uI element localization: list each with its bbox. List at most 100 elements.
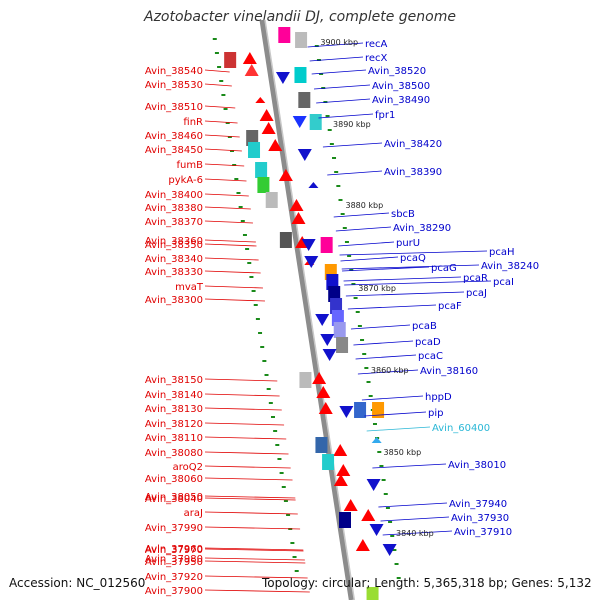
gene-feature[interactable] bbox=[259, 109, 274, 121]
gene-feature[interactable] bbox=[294, 67, 307, 83]
gene-feature[interactable] bbox=[318, 402, 333, 414]
gene-label-right[interactable]: purU bbox=[396, 238, 420, 249]
gene-label-left[interactable]: Avin_38110 bbox=[145, 433, 203, 444]
gene-feature[interactable] bbox=[289, 199, 304, 211]
gene-label-right[interactable]: Avin_38420 bbox=[384, 139, 442, 150]
gene-label-left[interactable]: Avin_38530 bbox=[145, 80, 203, 91]
gene-label-left[interactable]: Avin_38300 bbox=[145, 295, 203, 306]
gene-feature[interactable] bbox=[320, 334, 335, 346]
gene-label-left[interactable]: finR bbox=[183, 117, 203, 128]
gene-feature[interactable] bbox=[261, 122, 276, 134]
gene-label-right[interactable]: pcaQ bbox=[400, 253, 426, 264]
gene-feature[interactable] bbox=[382, 544, 397, 556]
gene-feature[interactable] bbox=[339, 406, 354, 418]
gene-label-right[interactable]: Avin_38390 bbox=[384, 167, 442, 178]
gene-label-left[interactable]: Avin_37960 bbox=[145, 544, 203, 555]
gene-label-left[interactable]: Avin_37990 bbox=[145, 523, 203, 534]
gene-feature[interactable] bbox=[333, 444, 348, 456]
gene-feature[interactable] bbox=[322, 349, 337, 361]
gene-label-right[interactable]: pcaR bbox=[463, 273, 488, 284]
gene-feature[interactable] bbox=[336, 464, 351, 476]
gene-label-left[interactable]: Avin_38380 bbox=[145, 203, 203, 214]
gene-label-right[interactable]: sbcB bbox=[391, 209, 415, 220]
gene-feature[interactable] bbox=[320, 237, 333, 253]
gene-label-right[interactable]: pcaH bbox=[489, 247, 515, 258]
gene-feature[interactable] bbox=[304, 256, 319, 268]
gene-label-left[interactable]: Avin_37900 bbox=[145, 586, 203, 597]
gene-feature[interactable] bbox=[333, 474, 348, 486]
gene-feature[interactable] bbox=[333, 322, 346, 338]
gene-label-right[interactable]: Avin_37910 bbox=[454, 527, 512, 538]
gene-label-right[interactable]: pcaJ bbox=[466, 288, 487, 299]
gene-feature[interactable] bbox=[369, 524, 384, 536]
gene-label-left[interactable]: Avin_37980 bbox=[145, 554, 203, 565]
gene-label-left[interactable]: Avin_38450 bbox=[145, 145, 203, 156]
gene-feature[interactable] bbox=[366, 479, 381, 491]
gene-label-right[interactable]: recA bbox=[365, 39, 388, 50]
gene-feature[interactable] bbox=[316, 386, 331, 398]
gene-label-left[interactable]: Avin_38060 bbox=[145, 474, 203, 485]
gene-label-right[interactable]: Avin_37930 bbox=[451, 513, 509, 524]
gene-label-left[interactable]: Avin_38460 bbox=[145, 131, 203, 142]
gene-feature[interactable] bbox=[278, 169, 293, 181]
gene-label-left[interactable]: Avin_38360 bbox=[145, 236, 203, 247]
gene-label-left[interactable]: Avin_38080 bbox=[145, 448, 203, 459]
gene-label-left[interactable]: Avin_38370 bbox=[145, 217, 203, 228]
gene-feature[interactable] bbox=[355, 539, 370, 551]
gene-label-right[interactable]: fpr1 bbox=[375, 110, 395, 121]
gene-feature[interactable] bbox=[291, 212, 306, 224]
gene-label-left[interactable]: araJ bbox=[184, 508, 203, 519]
gene-feature[interactable] bbox=[336, 337, 349, 353]
gene-label-left[interactable]: Avin_38130 bbox=[145, 404, 203, 415]
gene-label-left[interactable]: Avin_38540 bbox=[145, 66, 203, 77]
gene-feature[interactable] bbox=[292, 116, 307, 128]
gene-label-left[interactable]: Avin_37950 bbox=[145, 557, 203, 568]
gene-feature[interactable] bbox=[372, 402, 385, 418]
gene-label-right[interactable]: pcaG bbox=[431, 263, 457, 274]
gene-feature[interactable] bbox=[279, 232, 292, 248]
gene-label-left[interactable]: mvaT bbox=[175, 282, 204, 293]
gene-feature[interactable] bbox=[224, 52, 237, 68]
gene-label-left[interactable]: Avin_38330 bbox=[145, 267, 203, 278]
gene-label-left[interactable]: Avin_38350 bbox=[145, 240, 203, 251]
gene-feature[interactable] bbox=[312, 372, 327, 384]
gene-label-right[interactable]: Avin_37940 bbox=[449, 499, 507, 510]
gene-feature[interactable] bbox=[248, 142, 261, 158]
gene-feature[interactable] bbox=[278, 27, 291, 43]
gene-feature[interactable] bbox=[298, 92, 311, 108]
gene-label-left[interactable]: fumB bbox=[177, 160, 204, 171]
gene-label-left[interactable]: Avin_38050 bbox=[145, 492, 203, 503]
gene-label-left[interactable]: Avin_38040 bbox=[145, 494, 203, 505]
gene-label-right[interactable]: Avin_38520 bbox=[368, 66, 426, 77]
gene-label-right[interactable]: Avin_38160 bbox=[420, 366, 478, 377]
gene-label-right[interactable]: pcaF bbox=[438, 301, 462, 312]
gene-feature[interactable] bbox=[255, 97, 266, 103]
gene-label-right[interactable]: Avin_38240 bbox=[481, 261, 539, 272]
gene-label-left[interactable]: pykA-6 bbox=[168, 175, 203, 186]
gene-label-right[interactable]: pip bbox=[428, 408, 443, 419]
gene-feature[interactable] bbox=[255, 162, 268, 178]
gene-label-left[interactable]: Avin_37970 bbox=[145, 545, 203, 556]
gene-label-right[interactable]: Avin_38010 bbox=[448, 460, 506, 471]
gene-feature[interactable] bbox=[299, 372, 312, 388]
gene-label-right[interactable]: pcaD bbox=[415, 337, 441, 348]
gene-feature[interactable] bbox=[361, 509, 376, 521]
gene-label-right[interactable]: hppD bbox=[425, 392, 452, 403]
gene-feature[interactable] bbox=[343, 499, 358, 511]
gene-feature[interactable] bbox=[366, 587, 379, 600]
gene-label-right[interactable]: Avin_38500 bbox=[372, 81, 430, 92]
gene-label-left[interactable]: Avin_38510 bbox=[145, 102, 203, 113]
gene-feature[interactable] bbox=[265, 192, 278, 208]
gene-label-right[interactable]: Avin_38490 bbox=[372, 95, 430, 106]
gene-label-right[interactable]: pcaC bbox=[418, 351, 443, 362]
gene-label-right[interactable]: Avin_60400 bbox=[432, 423, 490, 434]
gene-feature[interactable] bbox=[309, 114, 322, 130]
gene-label-left[interactable]: Avin_38340 bbox=[145, 254, 203, 265]
gene-feature[interactable] bbox=[339, 512, 351, 528]
gene-label-left[interactable]: Avin_38120 bbox=[145, 419, 203, 430]
gene-feature[interactable] bbox=[354, 402, 367, 418]
gene-feature[interactable] bbox=[244, 64, 259, 76]
gene-feature[interactable] bbox=[257, 177, 270, 193]
gene-label-right[interactable]: recX bbox=[365, 53, 388, 64]
gene-feature[interactable] bbox=[297, 149, 312, 161]
